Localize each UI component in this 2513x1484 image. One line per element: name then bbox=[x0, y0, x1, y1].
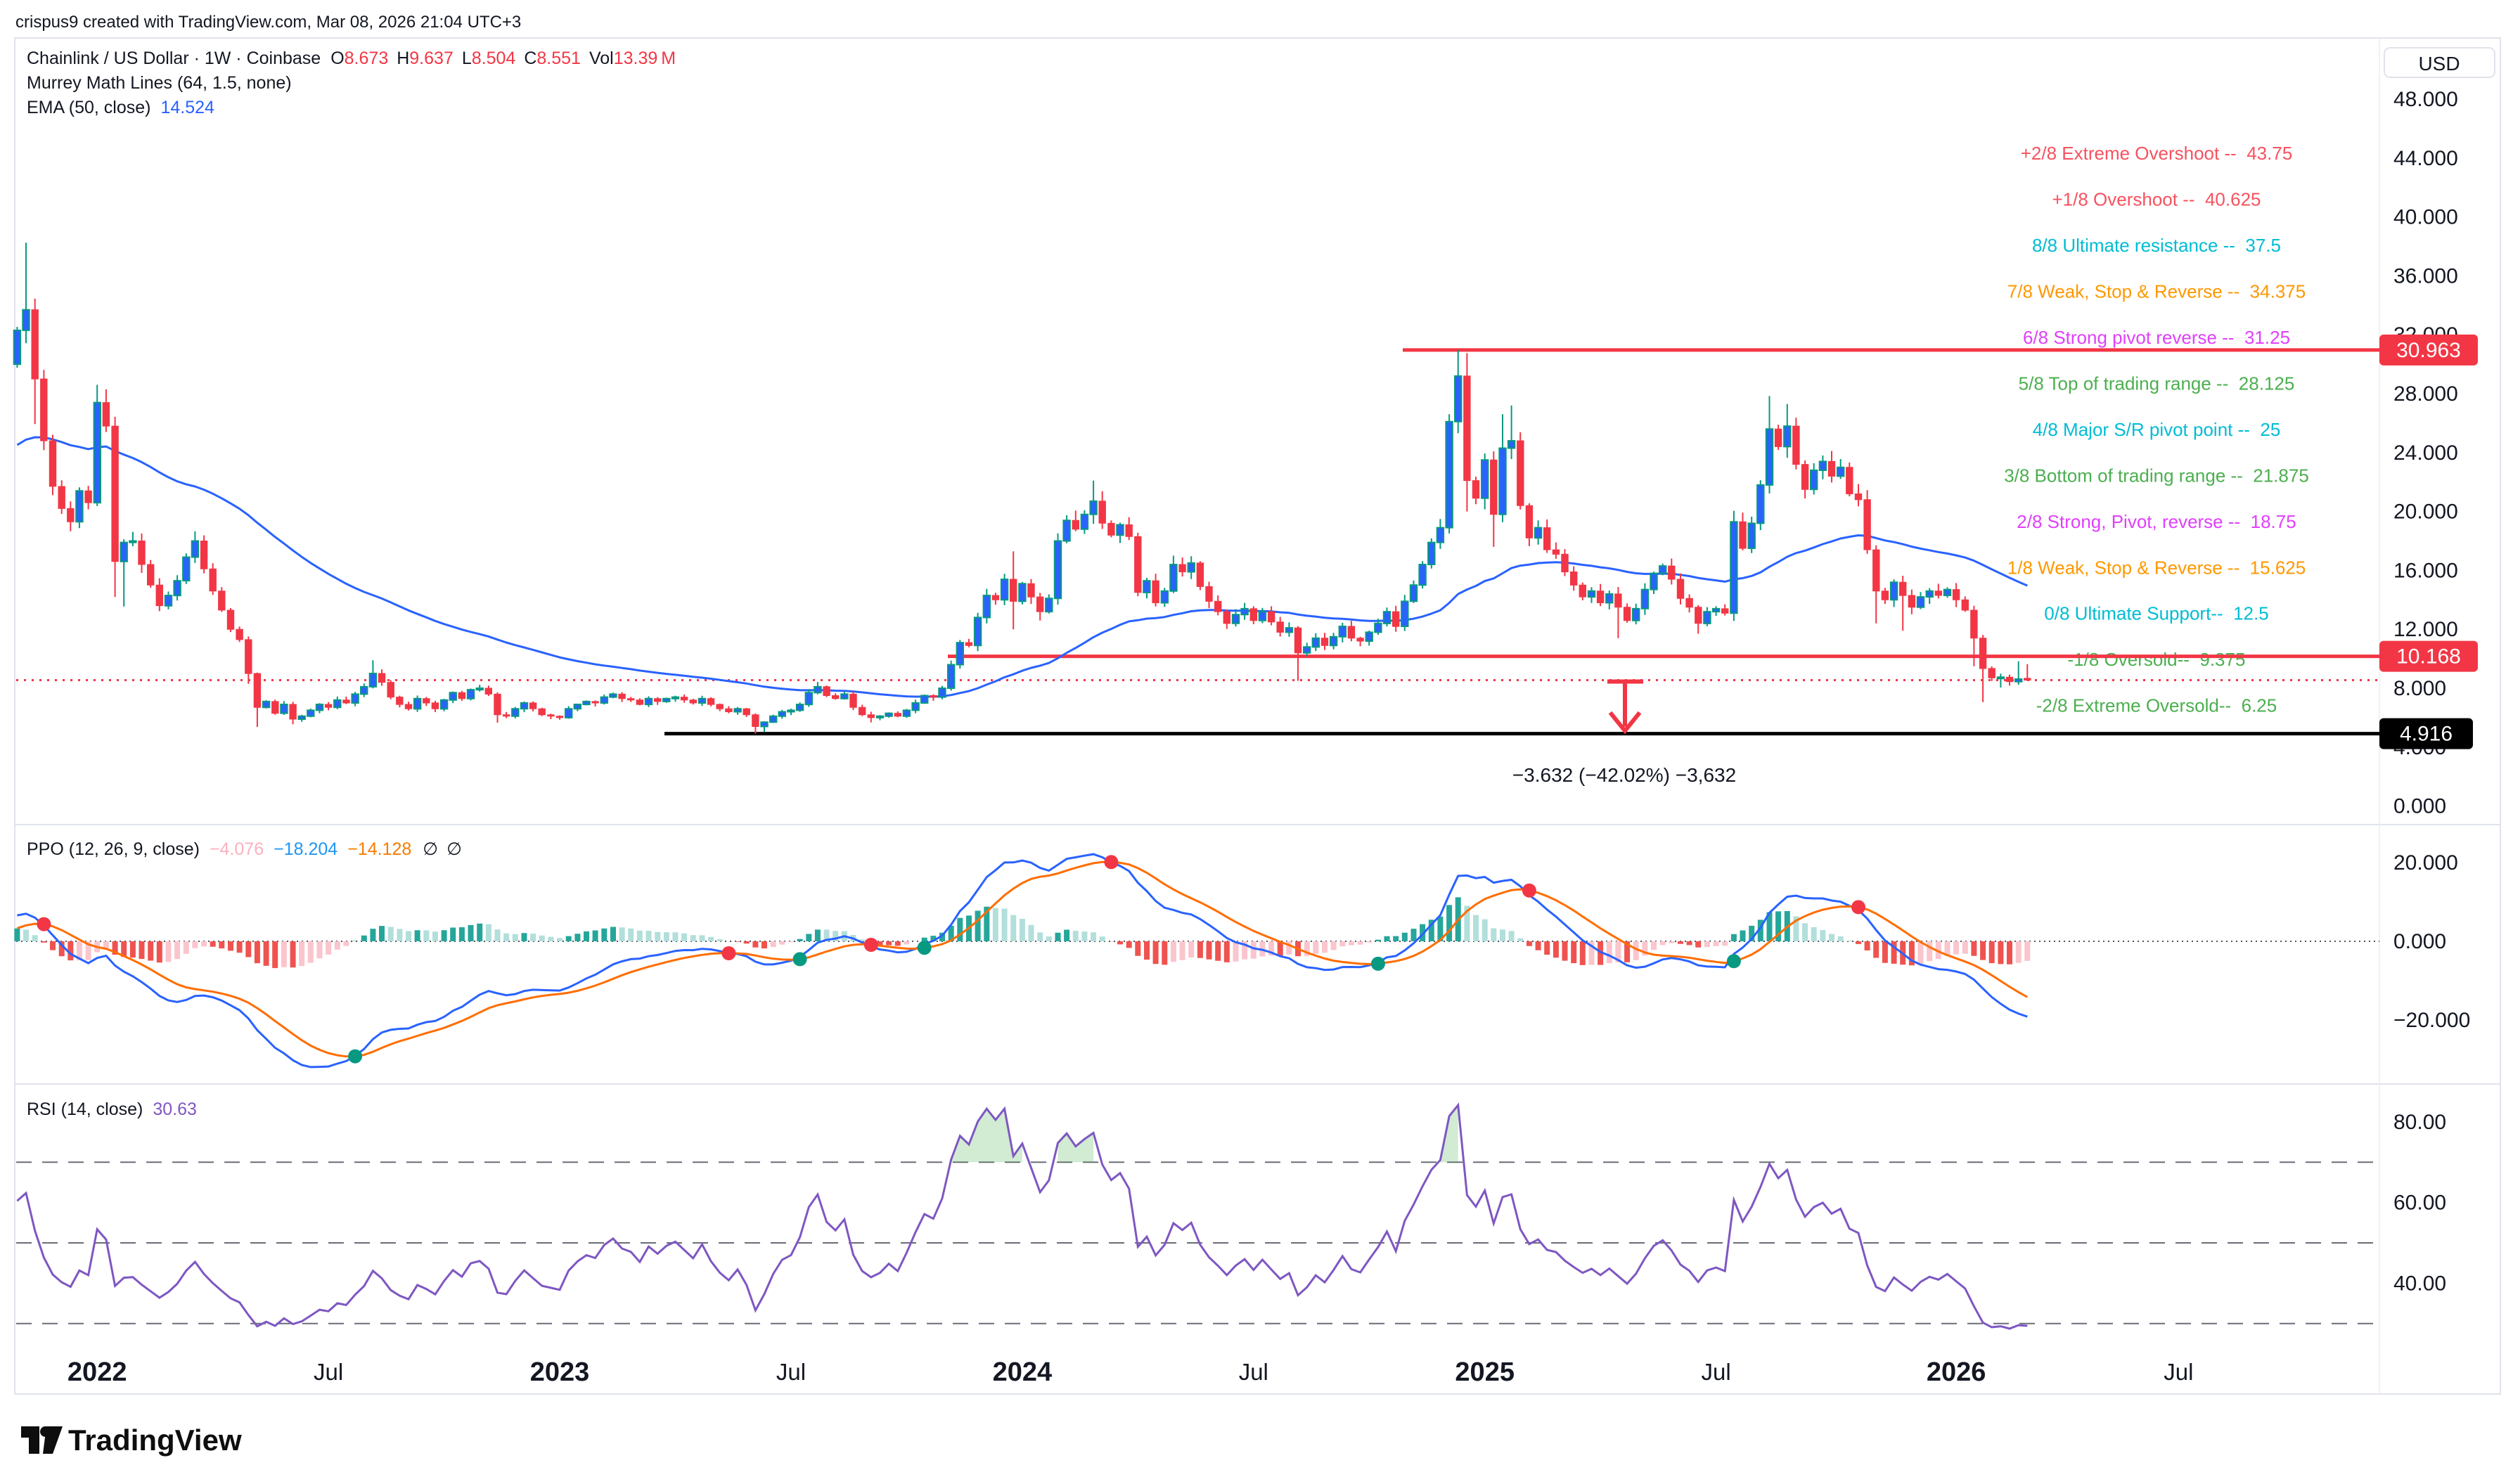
svg-text:Murrey Math Lines (64, 1.5, no: Murrey Math Lines (64, 1.5, none) bbox=[27, 73, 292, 93]
svg-text:5/8 Top of trading range -- 2: 5/8 Top of trading range -- 28.125 bbox=[2019, 373, 2295, 394]
svg-text:44.000: 44.000 bbox=[2393, 147, 2458, 170]
svg-text:Jul: Jul bbox=[776, 1359, 806, 1385]
svg-text:80.00: 80.00 bbox=[2393, 1111, 2446, 1134]
svg-text:2024: 2024 bbox=[993, 1357, 1053, 1387]
svg-text:0.000: 0.000 bbox=[2393, 930, 2446, 953]
svg-text:Jul: Jul bbox=[1702, 1359, 1731, 1385]
svg-text:60.00: 60.00 bbox=[2393, 1192, 2446, 1215]
svg-text:EMA (50, close)14.524: EMA (50, close) 14.524 bbox=[27, 98, 214, 117]
svg-text:0/8 Ultimate Support-- 12.5: 0/8 Ultimate Support-- 12.5 bbox=[2044, 603, 2268, 624]
svg-text:4.916: 4.916 bbox=[2400, 723, 2453, 746]
svg-text:2/8 Strong, Pivot, reverse --: 2/8 Strong, Pivot, reverse -- 18.75 bbox=[2017, 511, 2296, 532]
svg-text:Jul: Jul bbox=[2164, 1359, 2193, 1385]
svg-text:PPO (12, 26, 9, close)−4.076−1: PPO (12, 26, 9, close) −4.076 −18.204 −14.1… bbox=[27, 839, 462, 859]
svg-text:-1/8 Oversold-- 9.375: -1/8 Oversold-- 9.375 bbox=[2068, 649, 2246, 670]
svg-text:12.000: 12.000 bbox=[2393, 618, 2458, 641]
svg-text:2023: 2023 bbox=[530, 1357, 590, 1387]
svg-text:2022: 2022 bbox=[68, 1357, 127, 1387]
svg-text:7/8 Weak, Stop & Reverse -- 3: 7/8 Weak, Stop & Reverse -- 34.375 bbox=[2007, 280, 2306, 302]
svg-text:4/8 Major S/R pivot point --: 4/8 Major S/R pivot point -- 25 bbox=[2033, 419, 2281, 440]
svg-text:40.00: 40.00 bbox=[2393, 1272, 2446, 1295]
svg-text:36.000: 36.000 bbox=[2393, 264, 2458, 288]
svg-text:1/8 Weak, Stop & Reverse -- 1: 1/8 Weak, Stop & Reverse -- 15.625 bbox=[2007, 557, 2306, 578]
svg-text:10.168: 10.168 bbox=[2396, 645, 2461, 669]
svg-text:0.000: 0.000 bbox=[2393, 795, 2446, 818]
svg-text:−3.632 (−42.02%) −3,632: −3.632 (−42.02%) −3,632 bbox=[1512, 764, 1736, 786]
svg-text:16.000: 16.000 bbox=[2393, 559, 2458, 582]
svg-text:TradingView: TradingView bbox=[68, 1424, 242, 1457]
svg-text:crispus9 created with TradingV: crispus9 created with TradingView.com, M… bbox=[15, 13, 521, 32]
svg-text:+2/8 Extreme Overshoot -- 43.: +2/8 Extreme Overshoot -- 43.75 bbox=[2021, 143, 2293, 164]
svg-text:24.000: 24.000 bbox=[2393, 441, 2458, 465]
svg-text:RSI (14, close)30.63: RSI (14, close) 30.63 bbox=[27, 1099, 197, 1119]
svg-text:Chainlink / US Dollar · 1W · C: Chainlink / US Dollar · 1W · Coinbase O8.… bbox=[27, 49, 676, 68]
svg-text:Jul: Jul bbox=[314, 1359, 343, 1385]
svg-text:48.000: 48.000 bbox=[2393, 88, 2458, 111]
svg-text:+1/8 Overshoot -- 40.625: +1/8 Overshoot -- 40.625 bbox=[2052, 189, 2261, 210]
svg-text:28.000: 28.000 bbox=[2393, 382, 2458, 406]
svg-text:30.963: 30.963 bbox=[2396, 339, 2461, 362]
svg-text:2026: 2026 bbox=[1927, 1357, 1986, 1387]
svg-text:6/8 Strong pivot reverse -- 3: 6/8 Strong pivot reverse -- 31.25 bbox=[2023, 327, 2290, 348]
svg-text:8.000: 8.000 bbox=[2393, 677, 2446, 700]
svg-text:USD: USD bbox=[2418, 53, 2460, 75]
svg-text:3/8 Bottom of trading range --: 3/8 Bottom of trading range -- 21.875 bbox=[2004, 465, 2309, 486]
svg-text:Jul: Jul bbox=[1239, 1359, 1268, 1385]
svg-text:20.000: 20.000 bbox=[2393, 851, 2458, 875]
svg-text:−20.000: −20.000 bbox=[2393, 1009, 2470, 1032]
svg-text:40.000: 40.000 bbox=[2393, 206, 2458, 229]
svg-text:8/8 Ultimate resistance -- 37: 8/8 Ultimate resistance -- 37.5 bbox=[2032, 235, 2281, 256]
svg-text:2025: 2025 bbox=[1455, 1357, 1515, 1387]
svg-text:-2/8 Extreme Oversold-- 6.25: -2/8 Extreme Oversold-- 6.25 bbox=[2036, 695, 2277, 716]
svg-text:20.000: 20.000 bbox=[2393, 501, 2458, 524]
